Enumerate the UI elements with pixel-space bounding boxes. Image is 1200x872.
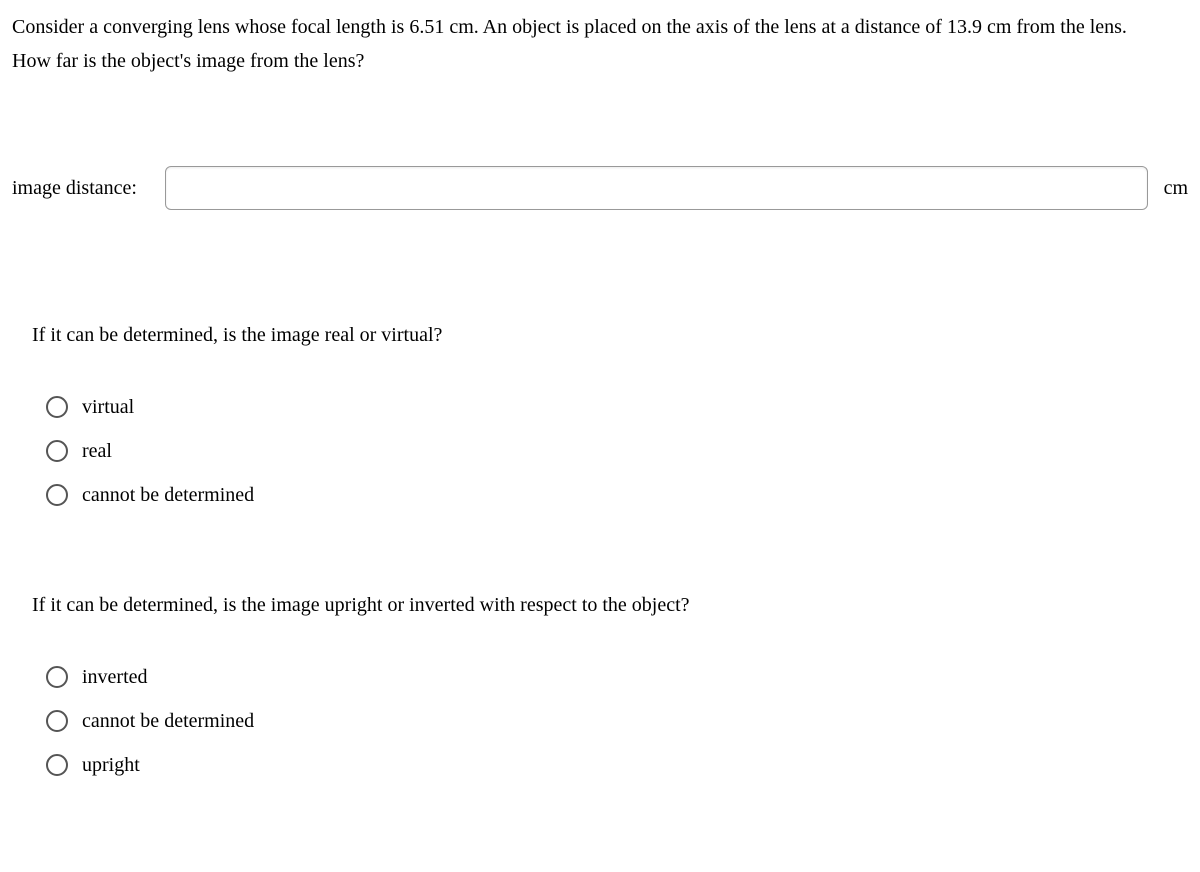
problem-line-2: How far is the object's image from the l… — [12, 46, 1188, 76]
image-distance-row: image distance: cm — [12, 166, 1188, 210]
radio-option-inverted[interactable]: inverted — [46, 662, 1188, 692]
radio-option-real[interactable]: real — [46, 436, 1188, 466]
radio-circle-icon — [46, 484, 68, 506]
radio-circle-icon — [46, 710, 68, 732]
radio-circle-icon — [46, 440, 68, 462]
question-1-block: If it can be determined, is the image re… — [32, 320, 1188, 510]
radio-label: virtual — [82, 392, 134, 422]
radio-option-cannot-determine-1[interactable]: cannot be determined — [46, 480, 1188, 510]
radio-option-cannot-determine-2[interactable]: cannot be determined — [46, 706, 1188, 736]
radio-label: upright — [82, 750, 140, 780]
image-distance-label: image distance: — [12, 173, 137, 203]
question-1-options: virtual real cannot be determined — [46, 392, 1188, 510]
image-distance-unit: cm — [1164, 173, 1188, 203]
radio-label: inverted — [82, 662, 148, 692]
image-distance-input[interactable] — [165, 166, 1148, 210]
radio-label: real — [82, 436, 112, 466]
radio-circle-icon — [46, 396, 68, 418]
radio-circle-icon — [46, 754, 68, 776]
question-2-prompt: If it can be determined, is the image up… — [32, 590, 1188, 620]
radio-circle-icon — [46, 666, 68, 688]
radio-option-upright[interactable]: upright — [46, 750, 1188, 780]
question-1-prompt: If it can be determined, is the image re… — [32, 320, 1188, 350]
problem-line-1: Consider a converging lens whose focal l… — [12, 12, 1188, 42]
radio-label: cannot be determined — [82, 480, 254, 510]
question-2-options: inverted cannot be determined upright — [46, 662, 1188, 780]
radio-option-virtual[interactable]: virtual — [46, 392, 1188, 422]
radio-label: cannot be determined — [82, 706, 254, 736]
problem-statement: Consider a converging lens whose focal l… — [12, 12, 1188, 76]
question-2-block: If it can be determined, is the image up… — [32, 590, 1188, 780]
